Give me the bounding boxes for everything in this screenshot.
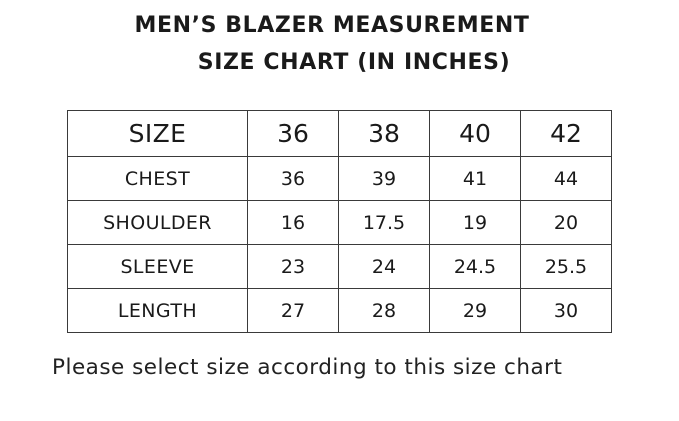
header-label-size: SIZE — [67, 110, 248, 157]
table-cell: 41 — [429, 156, 521, 201]
table-row-shoulder: SHOULDER 16 17.5 19 20 — [67, 200, 612, 245]
table-cell: 27 — [247, 288, 339, 333]
table-cell: 17.5 — [338, 200, 430, 245]
table-cell: 16 — [247, 200, 339, 245]
row-label: CHEST — [67, 156, 248, 201]
row-label: LENGTH — [67, 288, 248, 333]
chart-subtitle: SIZE CHART (IN INCHES) — [197, 50, 511, 75]
table-cell: 28 — [338, 288, 430, 333]
table-cell: 36 — [247, 156, 339, 201]
table-cell: 39 — [338, 156, 430, 201]
header-size-42: 42 — [520, 110, 612, 157]
row-label: SLEEVE — [67, 244, 248, 289]
table-cell: 30 — [520, 288, 612, 333]
chart-title: MEN’S BLAZER MEASUREMENT — [134, 13, 530, 38]
table-cell: 23 — [247, 244, 339, 289]
table-cell: 19 — [429, 200, 521, 245]
header-size-40: 40 — [429, 110, 521, 157]
table-row-chest: CHEST 36 39 41 44 — [67, 156, 612, 201]
table-cell: 24.5 — [429, 244, 521, 289]
table-row-sleeve: SLEEVE 23 24 24.5 25.5 — [67, 244, 612, 289]
table-cell: 29 — [429, 288, 521, 333]
size-chart-table: SIZE 36 38 40 42 CHEST 36 39 41 44 SHOUL… — [67, 110, 612, 333]
table-cell: 24 — [338, 244, 430, 289]
table-cell: 25.5 — [520, 244, 612, 289]
header-size-38: 38 — [338, 110, 430, 157]
table-cell: 44 — [520, 156, 612, 201]
row-label: SHOULDER — [67, 200, 248, 245]
table-header-row: SIZE 36 38 40 42 — [67, 110, 612, 157]
table-row-length: LENGTH 27 28 29 30 — [67, 288, 612, 333]
header-size-36: 36 — [247, 110, 339, 157]
size-selection-note: Please select size according to this siz… — [52, 355, 563, 380]
table-cell: 20 — [520, 200, 612, 245]
